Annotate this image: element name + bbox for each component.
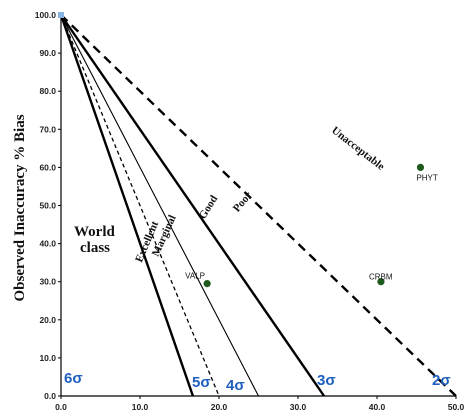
zone-label-class: class (80, 240, 110, 256)
sigma-line (60, 14, 220, 397)
tick-labels: 0.0 10.0 20.0 30.0 40.0 50.0 0.0 10.0 20.0 30.0 40… (35, 10, 465, 412)
zone-label-world: World (74, 224, 115, 240)
x-tick-label: 10.0 (132, 402, 149, 412)
zone-label-good: Good (197, 193, 221, 221)
x-tick-label: 0.0 (55, 402, 67, 412)
y-tick-label: 20.0 (39, 315, 56, 325)
sigma-line (60, 14, 457, 397)
data-point-label: PHYT (416, 173, 437, 182)
y-tick-label: 80.0 (39, 86, 56, 96)
data-point (203, 280, 211, 288)
sigma-line (60, 14, 326, 397)
data-point (377, 278, 385, 286)
data-points: PHYT CRBM VALP (58, 12, 438, 288)
y-tick-label: 70.0 (39, 124, 56, 134)
y-tick-label: 40.0 (39, 239, 56, 249)
sigma-line (60, 14, 259, 397)
y-tick-label: 0.0 (44, 391, 56, 401)
sigma-label: 4σ (226, 377, 245, 394)
zone-label-unacceptable: Unacceptable (329, 124, 387, 173)
y-axis-label: Observed Inaccuracy % Bias (12, 114, 28, 301)
y-tick-label: 100.0 (35, 10, 57, 20)
data-point (416, 163, 425, 171)
y-tick-label: 90.0 (39, 48, 56, 58)
sigma-label: 3σ (317, 372, 336, 389)
sigma-line (59, 14, 195, 397)
data-point-label: CRBM (369, 273, 393, 282)
x-tick-label: 40.0 (369, 402, 386, 412)
x-tick-label: 30.0 (290, 402, 307, 412)
zone-label-poor: Poor (231, 189, 255, 214)
y-tick-label: 10.0 (39, 353, 56, 363)
sigma-label: 2σ (432, 372, 451, 389)
sigma-lines: 6σ 5σ 4σ 3σ 2σ (59, 14, 457, 397)
sigma-label: 5σ (192, 374, 211, 391)
y-tick-label: 30.0 (39, 277, 56, 287)
y-tick-label: 60.0 (39, 162, 56, 172)
data-point-label: VALP (185, 272, 205, 281)
sigma-label: 6σ (64, 370, 83, 387)
x-tick-label: 50.0 (448, 402, 465, 412)
x-tick-label: 20.0 (211, 402, 228, 412)
origin-marker (58, 12, 64, 18)
y-tick-label: 50.0 (39, 201, 56, 211)
